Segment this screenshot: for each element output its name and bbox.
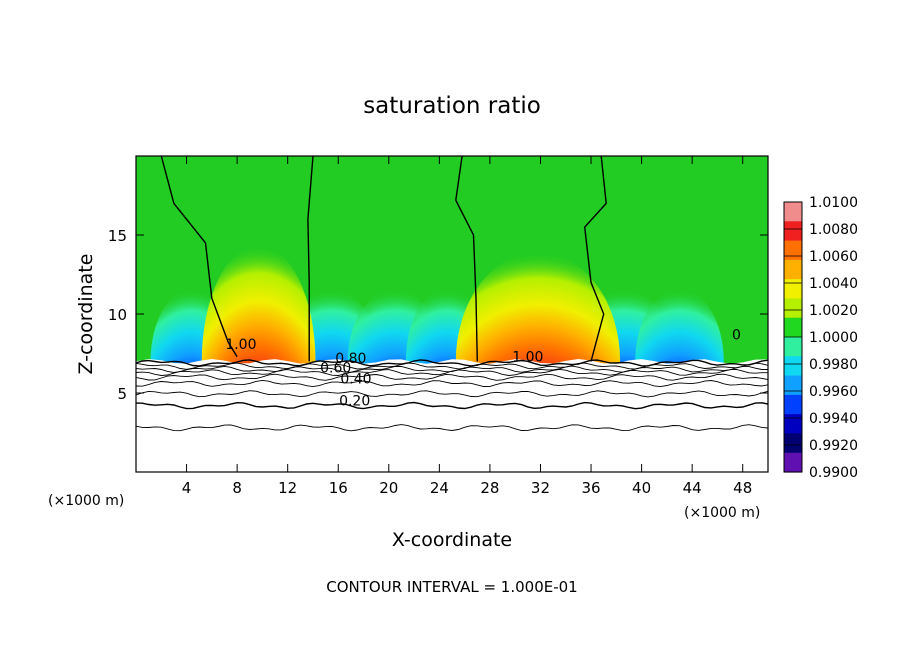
- colorbar-swatch: [784, 356, 802, 377]
- colorbar-label: 1.0020: [809, 303, 858, 319]
- colorbar-swatch: [784, 221, 802, 242]
- x-tick-label: 40: [632, 479, 651, 497]
- contour-line: [136, 365, 768, 373]
- x-unit-left: (×1000 m): [48, 493, 124, 509]
- contour-interval-note: CONTOUR INTERVAL = 1.000E-01: [326, 578, 577, 596]
- contour-line: [307, 156, 314, 362]
- colorbar-label: 1.0040: [809, 276, 858, 292]
- dry-layer: [136, 359, 768, 472]
- contour-lines: [136, 156, 768, 432]
- colorbar-swatch: [784, 375, 802, 396]
- x-tick-label: 36: [581, 479, 600, 497]
- chart-title: saturation ratio: [363, 93, 541, 119]
- contour-line: [136, 362, 768, 370]
- contour-line: [136, 401, 768, 410]
- x-tick-label: 32: [531, 479, 550, 497]
- colorbar-swatch: [784, 317, 802, 338]
- colorbar-label: 1.0080: [809, 222, 858, 238]
- x-axis: 4 8 12 16 20 24 28 32 36 40 44 48: [182, 156, 752, 497]
- contour-label: 0.20: [339, 394, 370, 410]
- colorbar: 1.0100 1.0080 1.0060 1.0040 1.0020 1.0000 0.99…: [783, 195, 858, 481]
- contour-label: 1.00: [225, 337, 256, 353]
- contour-line: [455, 156, 478, 362]
- stable-layer: [136, 359, 768, 472]
- colorbar-swatch: [784, 394, 802, 415]
- x-tick-label: 12: [278, 479, 297, 497]
- contour-line: [136, 368, 768, 376]
- y-axis: 5 10 15: [108, 227, 768, 403]
- colorbar-swatch: [784, 298, 802, 319]
- colorbar-label: 1.0000: [809, 330, 858, 346]
- colorbar-label: 1.0060: [809, 249, 858, 265]
- colorbar-swatch: [784, 452, 802, 473]
- colorbar-swatch: [784, 433, 802, 454]
- contour-line: [136, 379, 768, 388]
- y-tick-label: 15: [108, 227, 127, 245]
- contour-line: [136, 424, 768, 432]
- colorbar-swatch: [784, 259, 802, 280]
- contour-label: 0.40: [340, 372, 371, 388]
- x-axis-label: X-coordinate: [392, 529, 512, 551]
- contour-label: 0.80: [335, 351, 366, 367]
- colorbar-label: 0.9900: [809, 465, 858, 481]
- plot-area: [136, 156, 768, 472]
- contour-line: [160, 156, 238, 358]
- colorbar-swatch: [784, 240, 802, 261]
- x-unit-right: (×1000 m): [684, 505, 760, 521]
- contour-label: 0.60: [320, 360, 351, 376]
- colorbar-swatch: [784, 337, 802, 357]
- colorbar-label: 1.0100: [809, 195, 858, 211]
- contour-line: [136, 390, 768, 398]
- x-tick-label: 48: [733, 479, 752, 497]
- x-tick-label: 28: [480, 479, 499, 497]
- y-axis-label: Z-coordinate: [75, 254, 97, 375]
- colorbar-label: 0.9920: [809, 438, 858, 454]
- colorbar-swatch: [784, 202, 802, 222]
- x-tick-label: 20: [379, 479, 398, 497]
- y-tick-label: 5: [117, 385, 127, 403]
- contour-line: [583, 156, 607, 362]
- colorbar-label: 0.9960: [809, 384, 858, 400]
- colorbar-label: 0.9980: [809, 357, 858, 373]
- x-tick-label: 8: [232, 479, 242, 497]
- x-tick-label: 16: [329, 479, 348, 497]
- x-tick-label: 4: [182, 479, 192, 497]
- y-tick-label: 10: [108, 306, 127, 324]
- contour-label: 1.00: [512, 349, 543, 365]
- x-tick-label: 44: [683, 479, 702, 497]
- contour-line: [136, 373, 768, 381]
- contour-line: [136, 359, 768, 367]
- colorbar-swatch: [784, 414, 802, 435]
- x-tick-label: 24: [430, 479, 449, 497]
- colorbar-swatch: [784, 279, 802, 300]
- contour-label: 0: [732, 327, 741, 343]
- colorbar-label: 0.9940: [809, 411, 858, 427]
- contour-labels: 1.00 0.800.600.40 0.20 1.00 0: [225, 327, 741, 409]
